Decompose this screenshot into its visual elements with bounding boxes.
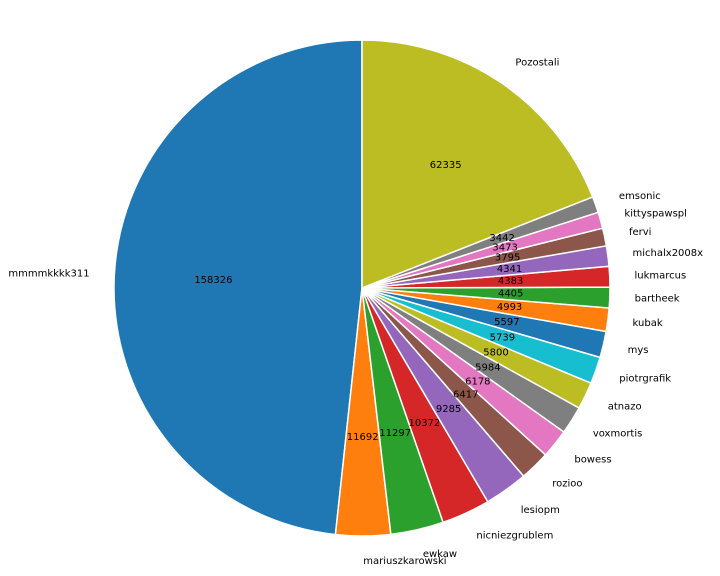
slice-label-mariuszkarowski: mariuszkarowski	[363, 556, 446, 567]
slice-value-mariuszkarowski: 11692	[347, 432, 379, 443]
slice-label-mmmmkkkk311: mmmmkkkk311	[8, 268, 89, 279]
slice-label-ewkaw: ewkaw	[423, 549, 457, 560]
slice-value-mmmmkkkk311: 158326	[194, 275, 232, 286]
slices-layer	[113, 39, 611, 537]
slice-value-bowess: 6178	[465, 376, 490, 387]
slice-value-kittyspawspl: 3473	[492, 242, 517, 253]
slice-value-michalx2008x: 4341	[497, 264, 522, 275]
slice-label-nicniezgrublem: nicniezgrublem	[476, 531, 553, 542]
slice-label-fervi: fervi	[629, 227, 651, 238]
slice-value-pozostali: 62335	[430, 160, 462, 171]
slice-value-atnazo: 5800	[483, 348, 508, 359]
labels-layer: mmmmkkkk311 158326 mariuszkarowski 11692 ewk…	[8, 57, 703, 566]
slice-label-kittyspawspl: kittyspawspl	[624, 208, 687, 219]
pie-slice-pozostali	[361, 39, 594, 290]
pie-slice-mmmmkkkk311	[113, 39, 363, 536]
slice-label-mys: mys	[628, 345, 649, 356]
slice-value-rozioo: 6417	[453, 390, 478, 401]
slice-label-lukmarcus: lukmarcus	[635, 271, 687, 282]
slice-label-lesiopm: lesiopm	[521, 505, 560, 516]
slice-label-pozostali: Pozostali	[515, 57, 559, 68]
slice-value-piotrgrafik: 5739	[490, 332, 515, 343]
slice-label-kubak: kubak	[633, 318, 663, 329]
slice-value-kubak: 4993	[497, 302, 522, 313]
slice-label-voxmortis: voxmortis	[593, 428, 643, 439]
slice-label-emsonic: emsonic	[619, 191, 661, 202]
slice-label-piotrgrafik: piotrgrafik	[619, 374, 671, 385]
slice-label-bowess: bowess	[574, 454, 611, 465]
slice-value-bartheek: 4405	[498, 289, 523, 300]
slice-value-fervi: 3795	[495, 252, 520, 263]
slice-value-ewkaw: 11297	[379, 428, 411, 439]
slice-value-emsonic: 3442	[489, 233, 514, 244]
slice-value-lesiopm: 9285	[436, 404, 461, 415]
slice-label-rozioo: rozioo	[552, 479, 582, 490]
slice-label-michalx2008x: michalx2008x	[633, 248, 704, 259]
slice-value-voxmortis: 5984	[475, 362, 500, 373]
slice-label-bartheek: bartheek	[635, 293, 680, 304]
slice-value-mys: 5597	[494, 317, 519, 328]
slice-value-nicniezgrublem: 10372	[408, 418, 440, 429]
slice-value-lukmarcus: 4383	[498, 276, 523, 287]
slice-label-atnazo: atnazo	[608, 401, 642, 412]
